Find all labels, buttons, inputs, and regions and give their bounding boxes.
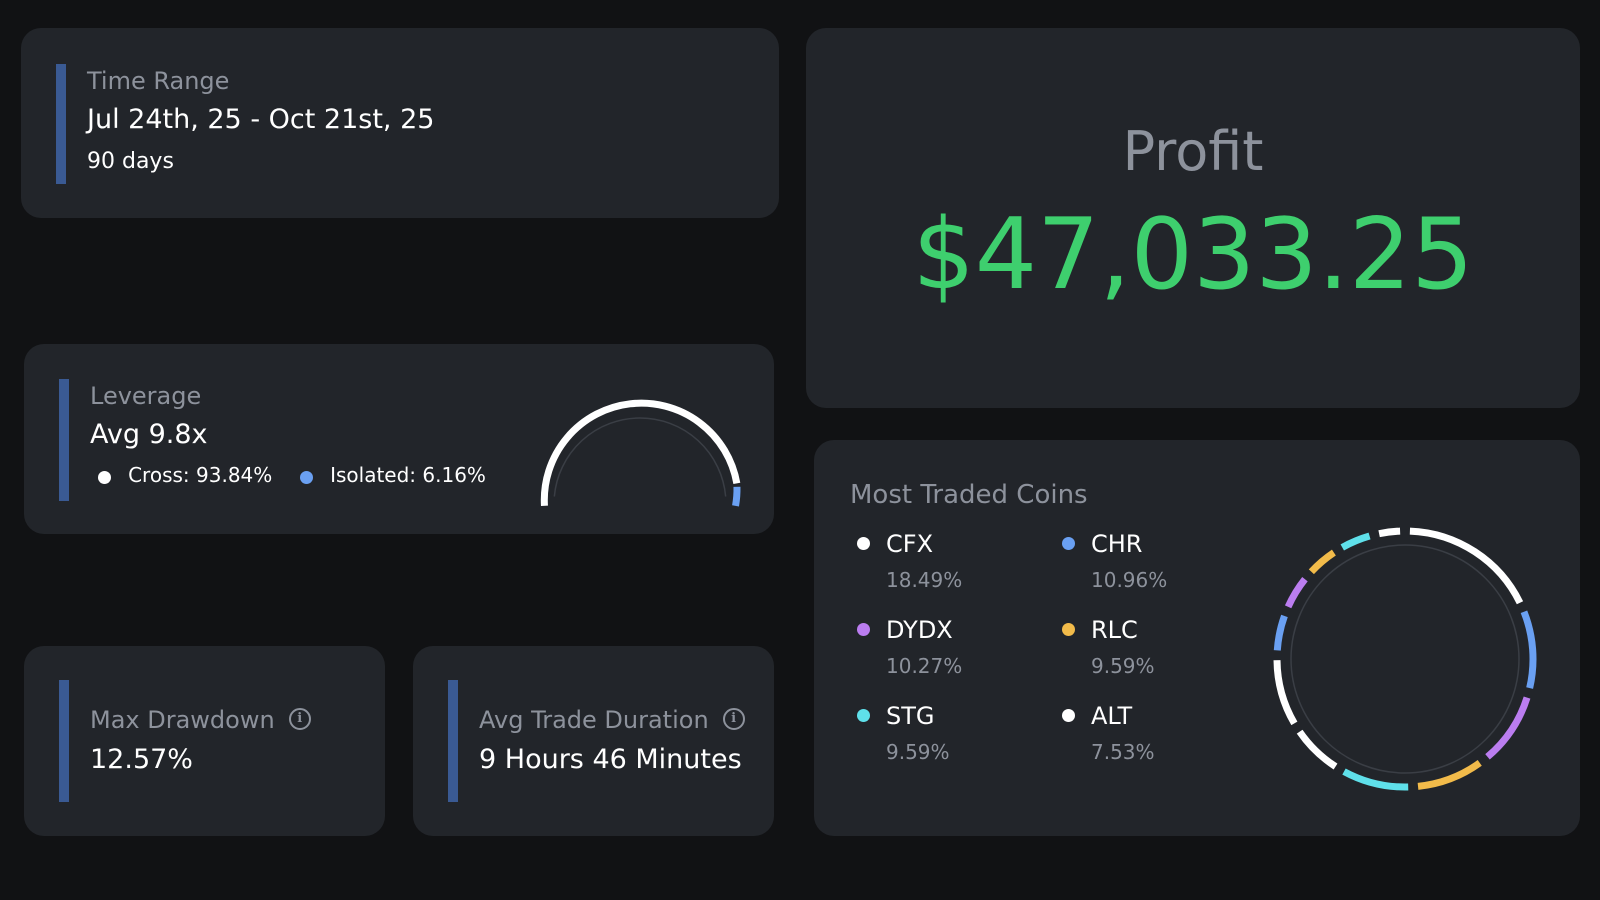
- leverage-isolated-legend: Isolated: 6.16%: [300, 463, 486, 487]
- cross-label: Cross: 93.84%: [128, 463, 273, 487]
- isolated-dot: [300, 471, 313, 484]
- coin-name: DYDX: [886, 616, 953, 644]
- coin-name-row: CHR: [1062, 530, 1242, 558]
- time-range-card: Time Range Jul 24th, 25 - Oct 21st, 25 9…: [21, 28, 779, 218]
- coin-dot: [1062, 708, 1075, 722]
- coin-percent: 7.53%: [1091, 740, 1155, 764]
- coin-name: CHR: [1091, 530, 1143, 558]
- leverage-gauge: [540, 399, 741, 507]
- coin-name: ALT: [1091, 702, 1133, 730]
- coin-name: CFX: [886, 530, 934, 558]
- avg-trade-duration-label-row: Avg Trade Duration i: [479, 706, 745, 734]
- donut-segment-cfx: [1273, 660, 1298, 726]
- coin-item-dydx: DYDX 10.27%: [857, 616, 1037, 678]
- coin-name-row: DYDX: [857, 616, 1037, 644]
- avg-trade-duration-value: 9 Hours 46 Minutes: [479, 744, 742, 775]
- coin-name-row: RLC: [1062, 616, 1242, 644]
- coin-item-rlc: RLC 9.59%: [1062, 616, 1242, 678]
- donut-segment-stg: [1342, 768, 1409, 791]
- coin-dot: [1062, 536, 1075, 550]
- coin-percent: 10.27%: [886, 654, 963, 678]
- max-drawdown-value: 12.57%: [90, 744, 193, 775]
- donut-segment-stg: [1340, 532, 1371, 551]
- info-icon[interactable]: i: [288, 708, 311, 730]
- max-drawdown-label: Max Drawdown: [90, 706, 275, 734]
- isolated-label: Isolated: 6.16%: [330, 463, 486, 487]
- leverage-cross-legend: Cross: 93.84%: [98, 463, 272, 487]
- leverage-label: Leverage: [90, 382, 202, 410]
- donut-segment-dydx: [1284, 576, 1308, 609]
- profit-value: $47,033.25: [912, 198, 1474, 312]
- coin-item-cfx: CFX 18.49%: [857, 530, 1037, 592]
- gauge-isolated-arc: [732, 486, 741, 507]
- coin-item-stg: STG 9.59%: [857, 702, 1037, 764]
- coin-name-row: STG: [857, 702, 1037, 730]
- max-drawdown-accent-bar: [59, 680, 69, 802]
- most-traded-coins-title: Most Traded Coins: [850, 480, 1088, 510]
- coin-name-row: CFX: [857, 530, 1037, 558]
- cross-dot: [98, 471, 111, 484]
- most-traded-coins-card: Most Traded Coins CFX 18.49% CHR 10.96% DYDX…: [814, 440, 1580, 836]
- avg-trade-duration-card: Avg Trade Duration i 9 Hours 46 Minutes: [413, 646, 774, 836]
- coin-percent: 9.59%: [1091, 654, 1155, 678]
- coin-donut-chart: [1273, 527, 1537, 791]
- donut-segment-rlc: [1417, 760, 1482, 790]
- donut-segment-alt: [1378, 527, 1401, 538]
- profit-label: Profit: [1122, 120, 1264, 183]
- coin-dot: [1062, 622, 1075, 636]
- leverage-accent-bar: [59, 379, 69, 501]
- coin-dot: [857, 622, 870, 636]
- coin-name: RLC: [1091, 616, 1138, 644]
- donut-inner-ring: [1290, 544, 1520, 774]
- coin-percent: 10.96%: [1091, 568, 1168, 592]
- avg-trade-duration-label: Avg Trade Duration: [479, 706, 709, 734]
- coin-dot: [857, 708, 870, 722]
- donut-segment-rlc: [1308, 549, 1336, 575]
- donut-segment-dydx: [1485, 696, 1531, 760]
- coin-item-alt: ALT 7.53%: [1062, 702, 1242, 764]
- leverage-card: Leverage Avg 9.8x Cross: 93.84% Isolated…: [24, 344, 774, 534]
- avg-trade-duration-accent-bar: [448, 680, 458, 802]
- donut-segment-chr: [1520, 610, 1537, 689]
- max-drawdown-card: Max Drawdown i 12.57%: [24, 646, 385, 836]
- coin-percent: 18.49%: [886, 568, 963, 592]
- max-drawdown-label-row: Max Drawdown i: [90, 706, 311, 734]
- time-range-days: 90 days: [87, 149, 174, 174]
- coin-dot: [857, 536, 870, 550]
- gauge-cross-arc: [540, 399, 741, 507]
- coin-percent: 9.59%: [886, 740, 950, 764]
- donut-segment-alt: [1296, 729, 1338, 770]
- info-icon[interactable]: i: [722, 708, 745, 730]
- time-range-value: Jul 24th, 25 - Oct 21st, 25: [87, 104, 435, 135]
- coin-item-chr: CHR 10.96%: [1062, 530, 1242, 592]
- coin-name-row: ALT: [1062, 702, 1242, 730]
- time-range-label: Time Range: [87, 67, 230, 95]
- donut-segment-chr: [1273, 614, 1288, 651]
- gauge-track: [553, 417, 727, 497]
- coin-name: STG: [886, 702, 935, 730]
- leverage-value: Avg 9.8x: [90, 419, 208, 450]
- profit-card: Profit $47,033.25: [806, 28, 1580, 408]
- donut-segment-cfx: [1409, 527, 1524, 605]
- time-range-accent-bar: [56, 64, 66, 184]
